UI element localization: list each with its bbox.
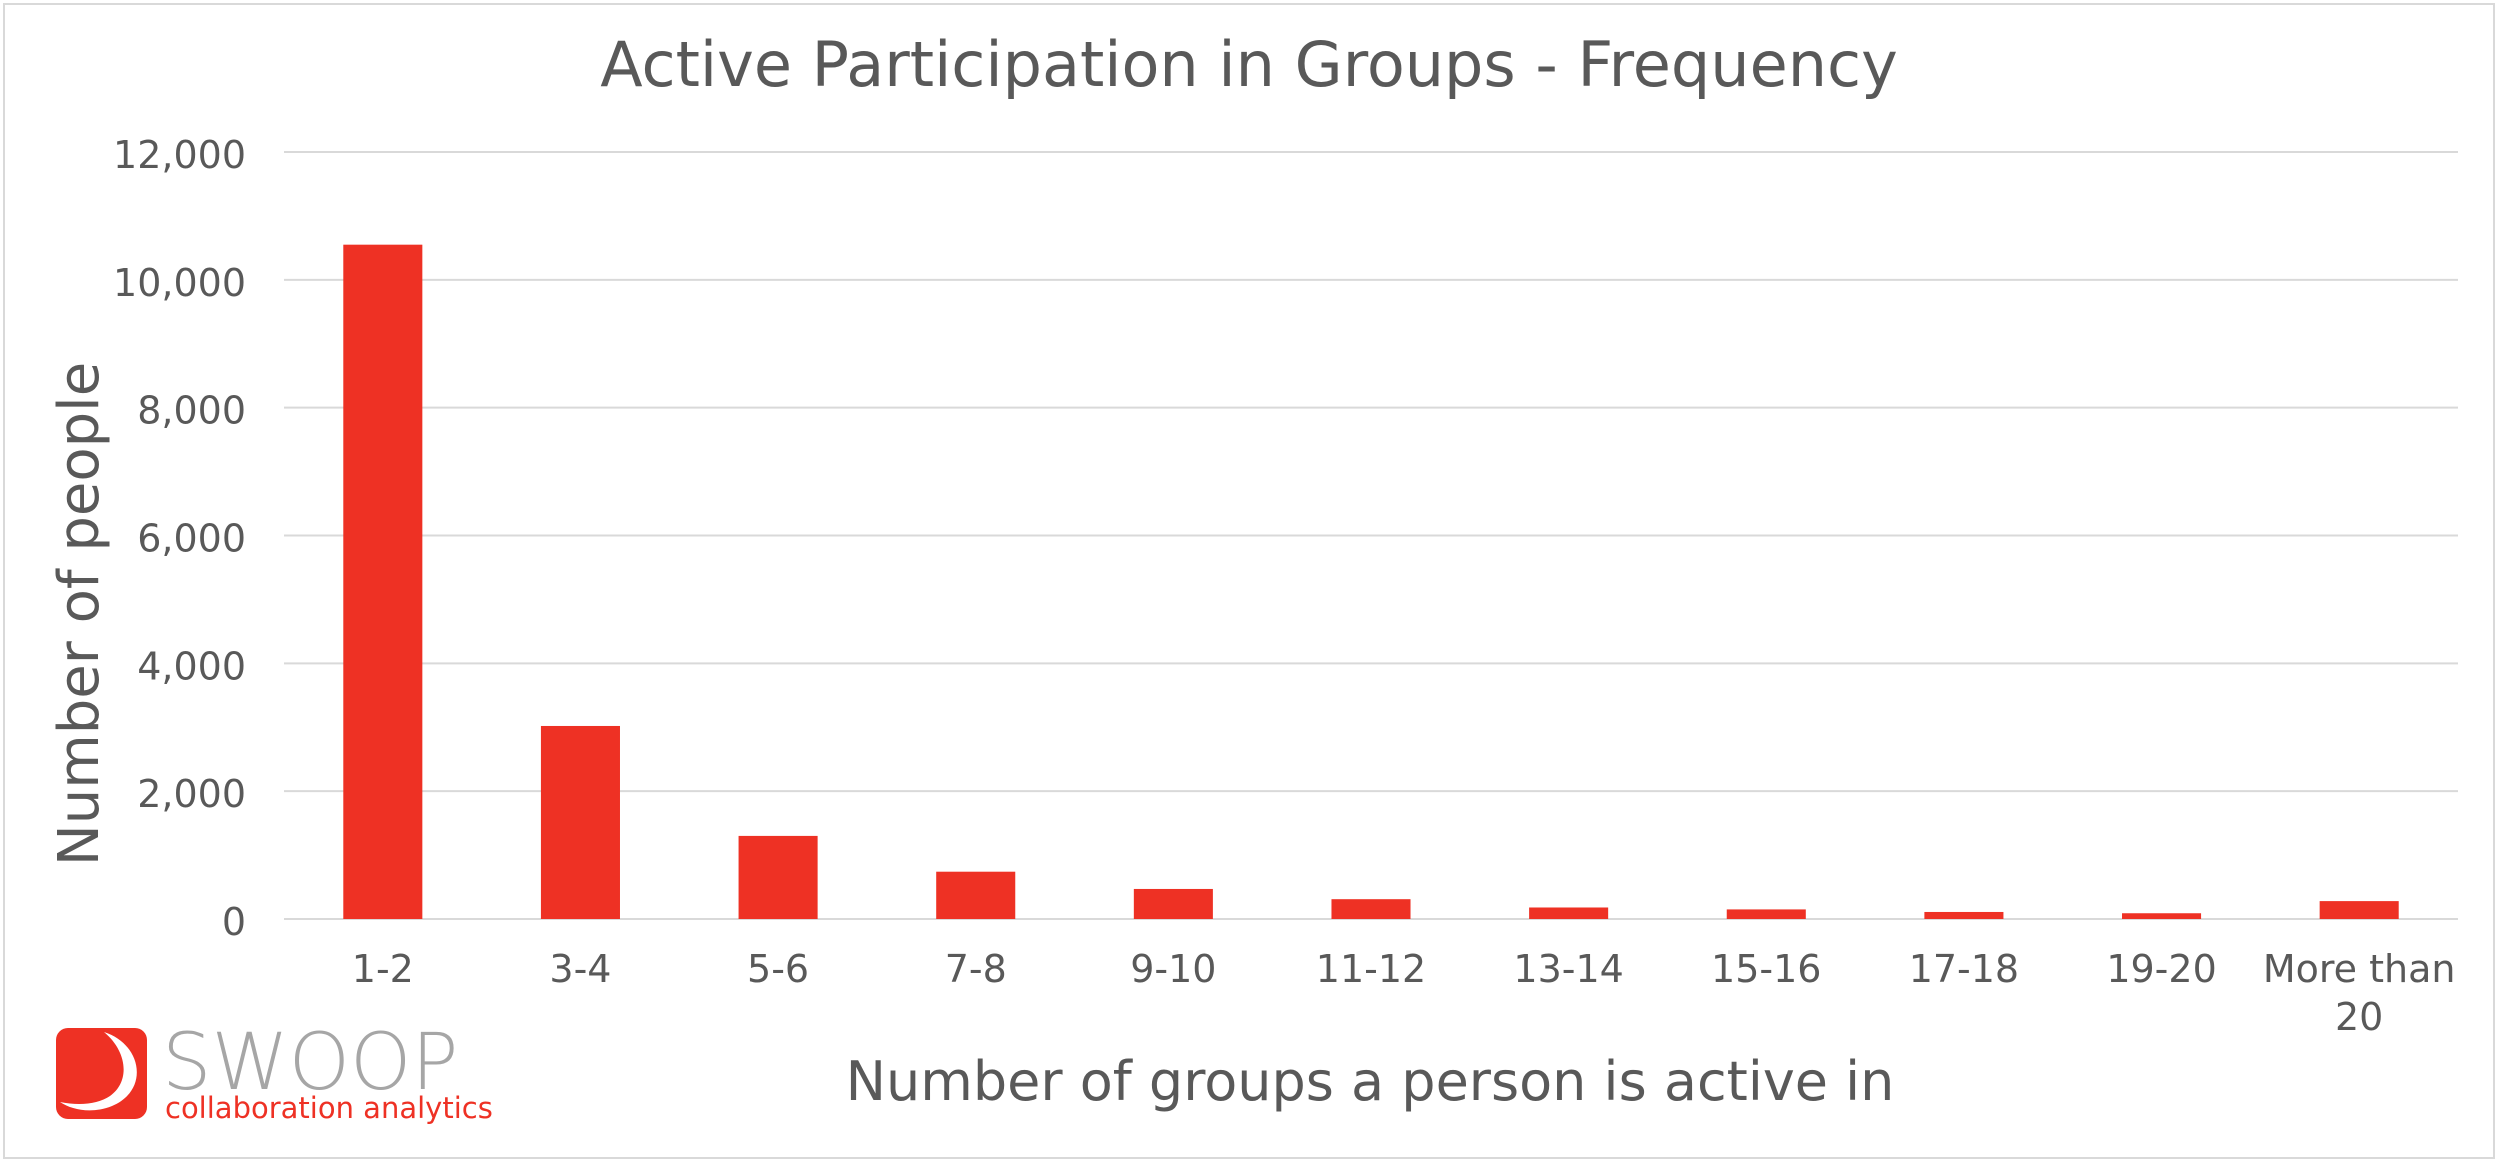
x-tick-label: 7-8 [945, 947, 1007, 991]
bar [2122, 913, 2202, 919]
y-tick-label: 6,000 [137, 517, 246, 561]
x-tick-label: 9-10 [1130, 947, 1216, 991]
swoop-tagline: collaboration analytics [165, 1091, 493, 1125]
bar [1924, 911, 2004, 919]
gridlines [284, 151, 2458, 920]
bar [1726, 909, 1806, 919]
swoop-mark-icon [56, 1028, 147, 1119]
swoop-wordmark: SWOOP [162, 1018, 458, 1108]
bar [343, 244, 423, 919]
bar [1331, 899, 1411, 919]
x-tick-labels: 1-2 3-4 5-6 7-8 9-10 11-12 13-14 15-16 17-18 19-2… [352, 947, 2456, 1039]
bar [2319, 901, 2399, 919]
y-tick-label: 10,000 [113, 261, 246, 305]
y-tick-label: 8,000 [137, 389, 246, 433]
y-tick-label: 4,000 [137, 644, 246, 688]
x-tick-label: More than [2263, 947, 2456, 991]
bar [936, 871, 1016, 919]
x-tick-label: 1-2 [352, 947, 414, 991]
x-tick-label: 15-16 [1711, 947, 1821, 991]
x-tick-label: 20 [2335, 995, 2383, 1039]
bar [540, 725, 620, 919]
y-tick-label: 2,000 [137, 772, 246, 816]
chart-title: Active Participation in Groups - Frequen… [600, 28, 1898, 101]
x-tick-label: 5-6 [747, 947, 809, 991]
bars [343, 244, 2399, 919]
bar [1529, 907, 1609, 919]
bar [738, 835, 818, 919]
y-tick-labels: 0 2,000 4,000 6,000 8,000 10,000 12,000 [113, 133, 246, 944]
swoop-logo: SWOOP collaboration analytics [56, 1018, 493, 1125]
y-axis-label: Number of people [47, 362, 112, 866]
y-tick-label: 12,000 [113, 133, 246, 177]
bar [1133, 888, 1213, 919]
x-tick-label: 11-12 [1316, 947, 1426, 991]
y-tick-label: 0 [222, 900, 246, 944]
x-tick-label: 13-14 [1513, 947, 1623, 991]
x-axis-label: Number of groups a person is active in [846, 1050, 1895, 1113]
x-tick-label: 17-18 [1909, 947, 2019, 991]
x-tick-label: 3-4 [549, 947, 611, 991]
x-tick-label: 19-20 [2106, 947, 2216, 991]
